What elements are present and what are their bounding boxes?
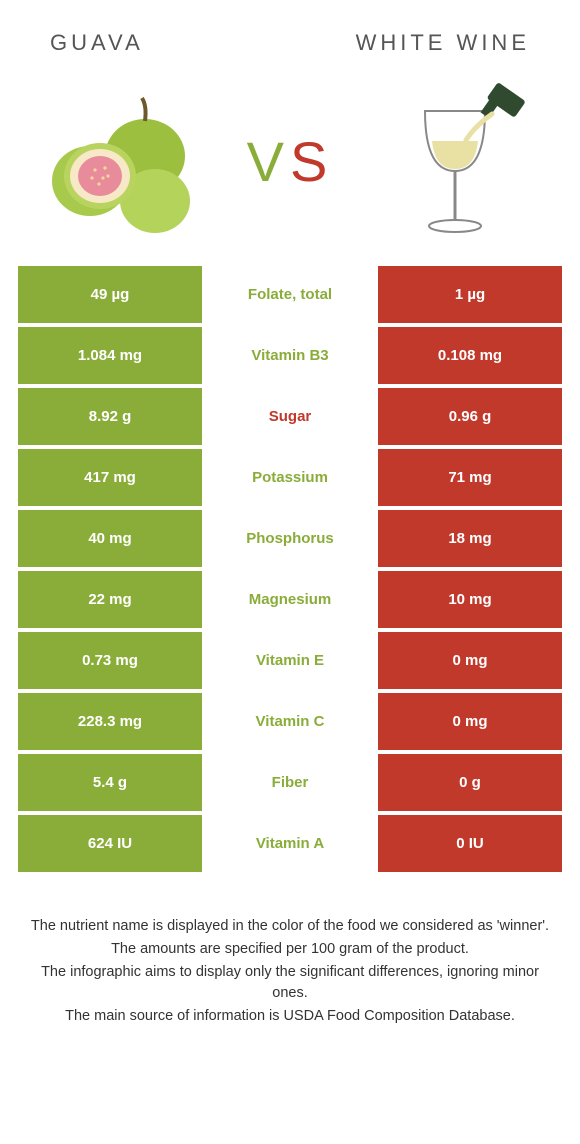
right-value: 0 IU [378, 815, 562, 872]
nutrient-row: 22 mgMagnesium10 mg [18, 571, 562, 628]
header: GUAVA WHITE WINE [0, 0, 580, 76]
nutrient-label: Fiber [202, 754, 378, 811]
right-value: 0 g [378, 754, 562, 811]
vs-label: VS [247, 129, 334, 194]
left-value: 228.3 mg [18, 693, 202, 750]
footer-line: The nutrient name is displayed in the co… [30, 916, 550, 937]
nutrient-label: Potassium [202, 449, 378, 506]
guava-image [40, 81, 210, 241]
left-value: 624 IU [18, 815, 202, 872]
right-value: 0 mg [378, 632, 562, 689]
image-row: VS [0, 76, 580, 266]
title-right: WHITE WINE [356, 30, 530, 56]
wine-image [370, 81, 540, 241]
left-value: 417 mg [18, 449, 202, 506]
left-value: 49 µg [18, 266, 202, 323]
nutrient-row: 417 mgPotassium71 mg [18, 449, 562, 506]
right-value: 71 mg [378, 449, 562, 506]
nutrient-label: Vitamin C [202, 693, 378, 750]
footer-line: The amounts are specified per 100 gram o… [30, 939, 550, 960]
right-value: 0.96 g [378, 388, 562, 445]
footer-notes: The nutrient name is displayed in the co… [0, 876, 580, 1027]
nutrient-label: Folate, total [202, 266, 378, 323]
title-left: GUAVA [50, 30, 144, 56]
left-value: 22 mg [18, 571, 202, 628]
left-value: 40 mg [18, 510, 202, 567]
nutrient-row: 40 mgPhosphorus18 mg [18, 510, 562, 567]
nutrient-label: Phosphorus [202, 510, 378, 567]
nutrient-row: 228.3 mgVitamin C0 mg [18, 693, 562, 750]
right-value: 10 mg [378, 571, 562, 628]
nutrient-row: 8.92 gSugar0.96 g [18, 388, 562, 445]
nutrient-row: 49 µgFolate, total1 µg [18, 266, 562, 323]
vs-s: S [290, 130, 333, 193]
nutrient-row: 0.73 mgVitamin E0 mg [18, 632, 562, 689]
right-value: 0.108 mg [378, 327, 562, 384]
nutrient-label: Vitamin B3 [202, 327, 378, 384]
left-value: 5.4 g [18, 754, 202, 811]
nutrient-label: Vitamin A [202, 815, 378, 872]
nutrient-label: Vitamin E [202, 632, 378, 689]
right-value: 0 mg [378, 693, 562, 750]
left-value: 0.73 mg [18, 632, 202, 689]
nutrient-row: 5.4 gFiber0 g [18, 754, 562, 811]
comparison-table: 49 µgFolate, total1 µg1.084 mgVitamin B3… [0, 266, 580, 872]
left-value: 1.084 mg [18, 327, 202, 384]
right-value: 1 µg [378, 266, 562, 323]
right-value: 18 mg [378, 510, 562, 567]
nutrient-label: Sugar [202, 388, 378, 445]
left-value: 8.92 g [18, 388, 202, 445]
nutrient-label: Magnesium [202, 571, 378, 628]
footer-line: The main source of information is USDA F… [30, 1006, 550, 1027]
nutrient-row: 624 IUVitamin A0 IU [18, 815, 562, 872]
vs-v: V [247, 130, 290, 193]
footer-line: The infographic aims to display only the… [30, 962, 550, 1004]
nutrient-row: 1.084 mgVitamin B30.108 mg [18, 327, 562, 384]
